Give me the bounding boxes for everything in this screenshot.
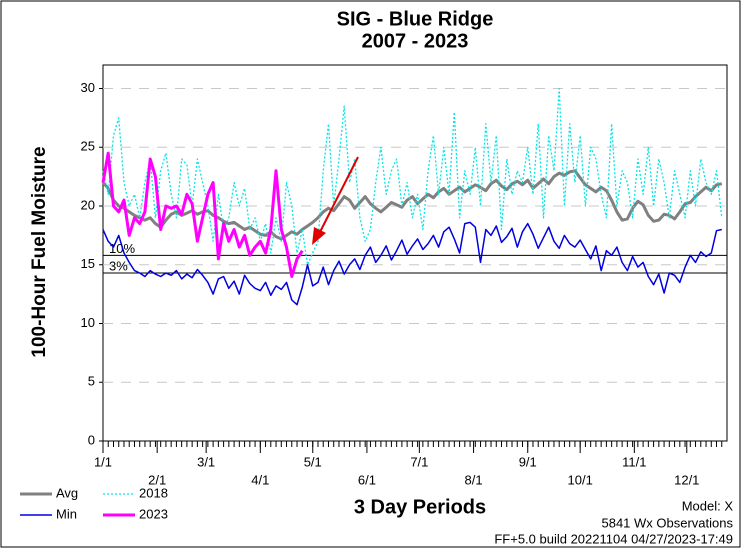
legend-label: 2018 <box>139 485 168 500</box>
x-tick-label: 10/1 <box>568 472 593 487</box>
plot-area: 0 5 10 15 20 25 30 1/1 2/1 3/1 4/1 5/1 6/1 7/1 8/1 9/1 1… <box>81 64 728 487</box>
x-tick-label: 6/1 <box>358 472 376 487</box>
x-tick-label: 8/1 <box>465 472 483 487</box>
y-tick-label: 20 <box>81 197 95 212</box>
legend-label: 2023 <box>139 506 168 521</box>
plot-border <box>102 64 728 442</box>
y-tick-label: 15 <box>81 256 95 271</box>
x-tick-label: 7/1 <box>410 454 428 469</box>
x-tick-label: 12/1 <box>674 472 699 487</box>
x-tick-label: 5/1 <box>304 454 322 469</box>
model-note: Model: X <box>682 498 734 513</box>
annotation-arrow <box>319 156 359 233</box>
reference-label: 3% <box>109 258 128 273</box>
chart-title: SIG - Blue Ridge <box>337 8 494 30</box>
y-tick-label: 10 <box>81 315 95 330</box>
chart-subtitle: 2007 - 2023 <box>362 30 469 52</box>
annotation-arrowhead <box>312 227 326 245</box>
x-tick-label: 4/1 <box>251 472 269 487</box>
series-line <box>101 169 723 241</box>
legend: Avg Min 2018 2023 <box>20 485 168 521</box>
observations-note: 5841 Wx Observations <box>601 515 733 530</box>
x-tick-label: 3/1 <box>197 454 215 469</box>
legend-label: Avg <box>56 485 78 500</box>
x-axis-label: 3 Day Periods <box>354 496 486 518</box>
series-line <box>101 151 304 278</box>
build-note: FF+5.0 build 20221104 04/27/2023-17:49 <box>494 531 733 546</box>
x-tick-label: 11/1 <box>622 454 646 469</box>
legend-label: Min <box>56 506 77 521</box>
y-tick-label: 0 <box>88 432 95 447</box>
y-axis-label: 100-Hour Fuel Moisture <box>29 146 50 357</box>
y-tick-label: 30 <box>81 80 95 95</box>
y-tick-label: 5 <box>88 374 95 389</box>
series-line <box>102 221 722 306</box>
x-tick-label: 1/1 <box>94 454 112 469</box>
x-tick-label: 9/1 <box>519 454 537 469</box>
y-tick-label: 25 <box>81 139 95 154</box>
x-tick-label: 2/1 <box>148 472 166 487</box>
